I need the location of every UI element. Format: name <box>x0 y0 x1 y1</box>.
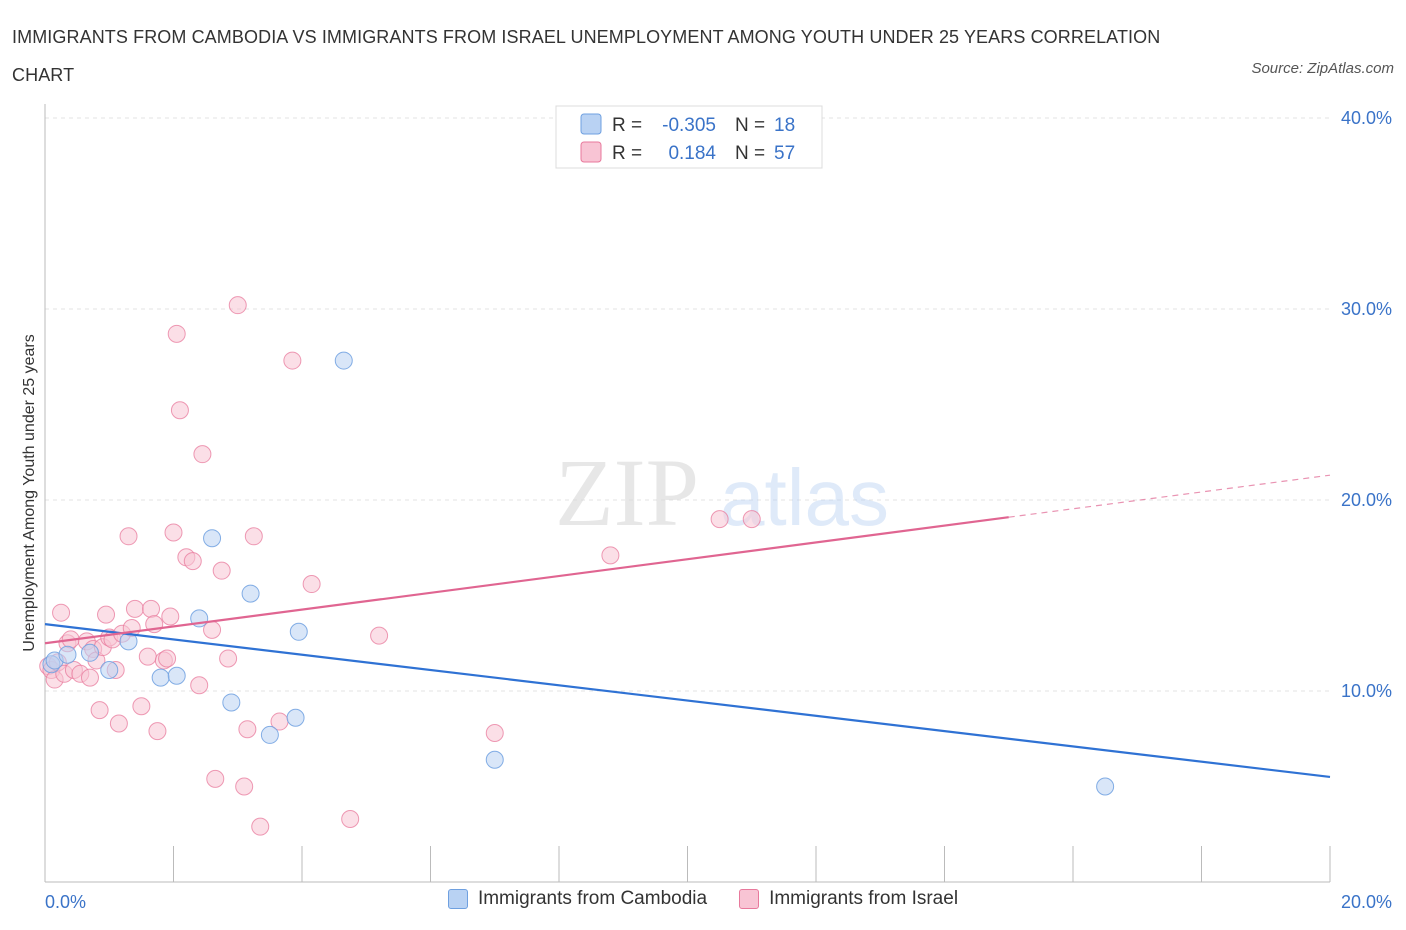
point-israel <box>90 701 109 720</box>
tick-labels: 10.0% 20.0% 30.0% 40.0% 0.0% 20.0% <box>45 108 1392 912</box>
legend-r-label: R = <box>612 143 642 164</box>
legend-label-cambodia: Immigrants from Cambodia <box>477 888 708 909</box>
point-israel <box>97 605 116 624</box>
watermark-atlas: atlas <box>720 453 889 542</box>
point-israel <box>238 720 257 739</box>
trend-line-extension <box>1008 474 1331 518</box>
point-israel <box>125 599 144 618</box>
legend-r-value: -0.305 <box>662 115 716 136</box>
legend-n-label: N = <box>735 115 765 136</box>
point-cambodia <box>241 584 260 603</box>
point-israel <box>370 626 389 645</box>
point-israel <box>601 546 620 565</box>
point-israel <box>190 676 209 695</box>
legend-swatch <box>580 113 602 135</box>
stats-legend: R = -0.305 N = 18 R = 0.184 N = 57 <box>555 105 823 169</box>
point-cambodia <box>286 708 305 727</box>
point-israel <box>119 527 138 546</box>
legend-swatch <box>580 141 602 163</box>
point-cambodia <box>1096 777 1115 796</box>
point-israel <box>251 817 270 836</box>
legend-r-label: R = <box>612 115 642 136</box>
point-israel <box>148 722 167 741</box>
data-points <box>39 296 1115 836</box>
legend-n-value: 57 <box>774 143 795 164</box>
grid-lines <box>45 117 1330 692</box>
point-israel <box>170 401 189 420</box>
legend-r-value: 0.184 <box>668 143 716 164</box>
point-cambodia <box>222 693 241 712</box>
trend-line-cambodia <box>44 623 1331 779</box>
point-israel <box>164 523 183 542</box>
point-israel <box>52 603 71 622</box>
point-israel <box>158 649 177 668</box>
point-cambodia <box>334 351 353 370</box>
legend-label-israel: Immigrants from Israel <box>769 888 959 909</box>
point-israel <box>206 769 225 788</box>
point-israel <box>193 445 212 464</box>
y-tick-label: 20.0% <box>1341 490 1392 510</box>
point-israel <box>244 527 263 546</box>
point-israel <box>228 296 247 315</box>
point-cambodia <box>80 643 99 662</box>
chart-title: IMMIGRANTS FROM CAMBODIA VS IMMIGRANTS F… <box>12 27 1161 85</box>
point-israel <box>235 777 254 796</box>
point-israel <box>341 809 360 828</box>
x-tick-label: 0.0% <box>45 892 86 912</box>
point-israel <box>219 649 238 668</box>
axes <box>44 104 1331 883</box>
point-israel <box>109 714 128 733</box>
legend-item-cambodia: Immigrants from Cambodia <box>447 888 708 910</box>
bottom-legend: Immigrants from Cambodia Immigrants from… <box>0 888 1406 910</box>
point-israel <box>183 552 202 571</box>
point-israel <box>710 510 729 529</box>
trend-lines <box>44 474 1331 779</box>
point-israel <box>212 561 231 580</box>
y-tick-label: 30.0% <box>1341 299 1392 319</box>
point-cambodia <box>260 725 279 744</box>
point-cambodia <box>151 668 170 687</box>
point-israel <box>161 607 180 626</box>
legend-swatch-cambodia <box>447 889 468 909</box>
point-israel <box>80 668 99 687</box>
point-cambodia <box>289 622 308 641</box>
point-israel <box>302 575 321 594</box>
y-tick-label: 40.0% <box>1341 108 1392 128</box>
legend-n-value: 18 <box>774 115 795 136</box>
legend-swatch-israel <box>739 889 760 909</box>
point-cambodia <box>203 529 222 548</box>
y-tick-label: 10.0% <box>1341 681 1392 701</box>
source-label: Source: ZipAtlas.com <box>1251 60 1394 77</box>
point-cambodia <box>100 660 119 679</box>
point-cambodia <box>485 750 504 769</box>
x-tick-label: 20.0% <box>1341 892 1392 912</box>
point-israel <box>742 510 761 529</box>
point-israel <box>485 724 504 743</box>
point-israel <box>167 324 186 343</box>
point-cambodia <box>167 666 186 685</box>
point-cambodia <box>58 645 77 664</box>
legend-n-label: N = <box>735 143 765 164</box>
point-israel <box>138 647 157 666</box>
point-israel <box>132 697 151 716</box>
legend-item-israel: Immigrants from Israel <box>739 888 958 910</box>
trend-line-israel <box>44 516 1009 645</box>
watermark-zip: ZIP <box>555 439 699 546</box>
point-israel <box>142 599 161 618</box>
point-israel <box>283 351 302 370</box>
